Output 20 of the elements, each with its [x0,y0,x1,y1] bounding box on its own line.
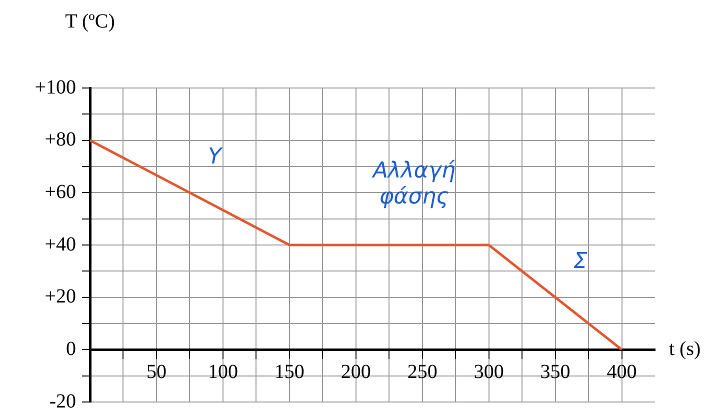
x-tick-label: 100 [208,360,238,383]
x-tick-label: 300 [474,360,504,383]
y-tick-label: -20 [49,390,76,412]
y-tick-label: +60 [44,180,76,203]
x-tick-label: 150 [274,360,304,383]
y-tick-label: +80 [44,128,76,151]
x-tick-label: 400 [606,360,637,383]
y-tick-label: 0 [66,338,76,360]
y-tick-label: +20 [44,286,76,308]
annotation: Σ [573,249,588,274]
annotation: Υ [208,144,223,170]
y-tick-label: +100 [34,76,76,98]
y-tick-label: +40 [44,233,76,256]
y-axis-title: T (ºC) [65,10,115,32]
x-tick-label: 200 [340,360,371,383]
x-tick-label: 250 [407,360,438,383]
annotation: Αλλαγή φάσης [370,158,456,210]
x-axis-title: t (s) [669,338,701,360]
x-tick-label: 350 [540,360,570,383]
x-tick-label: 50 [146,360,166,383]
